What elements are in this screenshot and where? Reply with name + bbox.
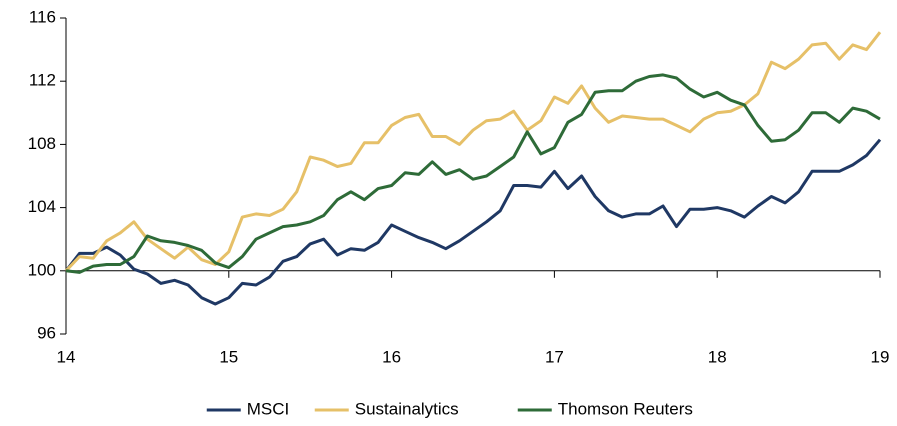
series-line: [65, 73, 881, 274]
series-line: [64, 138, 882, 306]
x-tick-label: 17: [545, 347, 564, 366]
x-tick-label: 19: [871, 347, 890, 366]
legend-label: Sustainalytics: [355, 399, 459, 418]
y-tick-label: 108: [28, 134, 56, 153]
legend-label: MSCI: [247, 399, 290, 418]
x-tick-label: 15: [219, 347, 238, 366]
x-tick-label: 14: [57, 347, 76, 366]
y-tick-label: 116: [29, 7, 56, 26]
y-tick-label: 112: [29, 71, 56, 90]
y-tick-label: 104: [28, 197, 56, 216]
x-tick-label: 16: [382, 347, 401, 366]
y-tick-label: 96: [37, 323, 56, 342]
series-line: [64, 31, 882, 272]
legend-label: Thomson Reuters: [558, 399, 693, 418]
y-tick-label: 100: [28, 260, 56, 279]
x-tick-label: 18: [708, 347, 727, 366]
